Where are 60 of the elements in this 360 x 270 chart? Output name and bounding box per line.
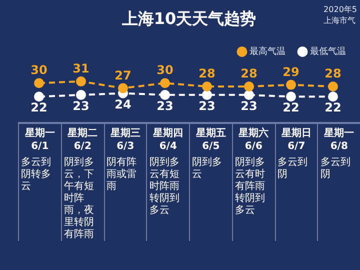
point (202, 81, 212, 92)
point (328, 92, 338, 102)
data-label: 28 (198, 66, 216, 81)
data-label: 22 (30, 100, 48, 115)
point (76, 90, 86, 100)
text: 星期四 (152, 127, 184, 140)
point (76, 76, 86, 86)
data-label: 29 (282, 64, 300, 79)
x-tick-label: 6/4 (158, 140, 178, 153)
point (328, 81, 338, 92)
data-label: 23 (72, 99, 90, 114)
text: 多云到阴 (319, 156, 352, 181)
point (244, 81, 254, 92)
x-tick-label: 6/3 (116, 140, 136, 153)
data-label: 23 (156, 99, 174, 114)
data-label: 24 (114, 97, 132, 112)
x-tick-label: 6/5 (201, 140, 221, 153)
x-tick-label: 6/8 (329, 140, 349, 153)
data-label: 23 (240, 99, 258, 114)
point (160, 90, 170, 100)
point (118, 83, 128, 94)
text: 阴到多云有时有阵雨转阴到多云 (234, 156, 266, 217)
text: 星期二 (66, 127, 99, 140)
text: 多云到阴 (276, 156, 308, 181)
point (34, 92, 44, 102)
point (202, 90, 212, 100)
point (244, 90, 254, 100)
point (34, 78, 44, 88)
x-tick-label: 6/2 (72, 140, 92, 153)
text: 2020年5 (324, 4, 357, 15)
legend-label: 最高气温 (250, 46, 286, 56)
data-label: 28 (324, 66, 342, 81)
point (286, 80, 296, 90)
text: 星期一 (24, 127, 56, 140)
text: 阴到多云 (191, 156, 223, 181)
x-tick-label: 6/1 (30, 140, 50, 153)
data-label: 22 (324, 100, 342, 115)
text: 星期三 (109, 127, 142, 140)
text: 阴到多云，下午有短时阵雨，夜里转阴有阵雨 (62, 156, 95, 241)
data-label: 22 (282, 100, 300, 115)
data-label: 31 (72, 62, 90, 76)
text: 星期一 (323, 127, 356, 140)
text: 多云到阴转多云 (20, 156, 52, 193)
text: 阴到多云有短时阵雨转阴到多云 (148, 156, 180, 217)
x-tick-label: 6/6 (244, 140, 264, 153)
data-label: 30 (156, 63, 174, 78)
text: 上海市气 (324, 15, 357, 26)
legend-label: 最低气温 (310, 46, 346, 56)
point (286, 92, 296, 102)
x-tick-label: 6/7 (286, 140, 306, 153)
chart-title: 上海10天天气趋势 (120, 8, 256, 28)
data-label: 30 (30, 63, 48, 78)
data-label: 23 (198, 99, 216, 114)
text: 阴有阵雨或雷雨 (106, 156, 138, 193)
text: 星期五 (194, 127, 227, 140)
text: 星期六 (238, 127, 270, 140)
data-label: 27 (114, 68, 132, 82)
text: 星期日 (280, 127, 312, 140)
data-label: 28 (240, 66, 258, 81)
point (160, 78, 170, 88)
